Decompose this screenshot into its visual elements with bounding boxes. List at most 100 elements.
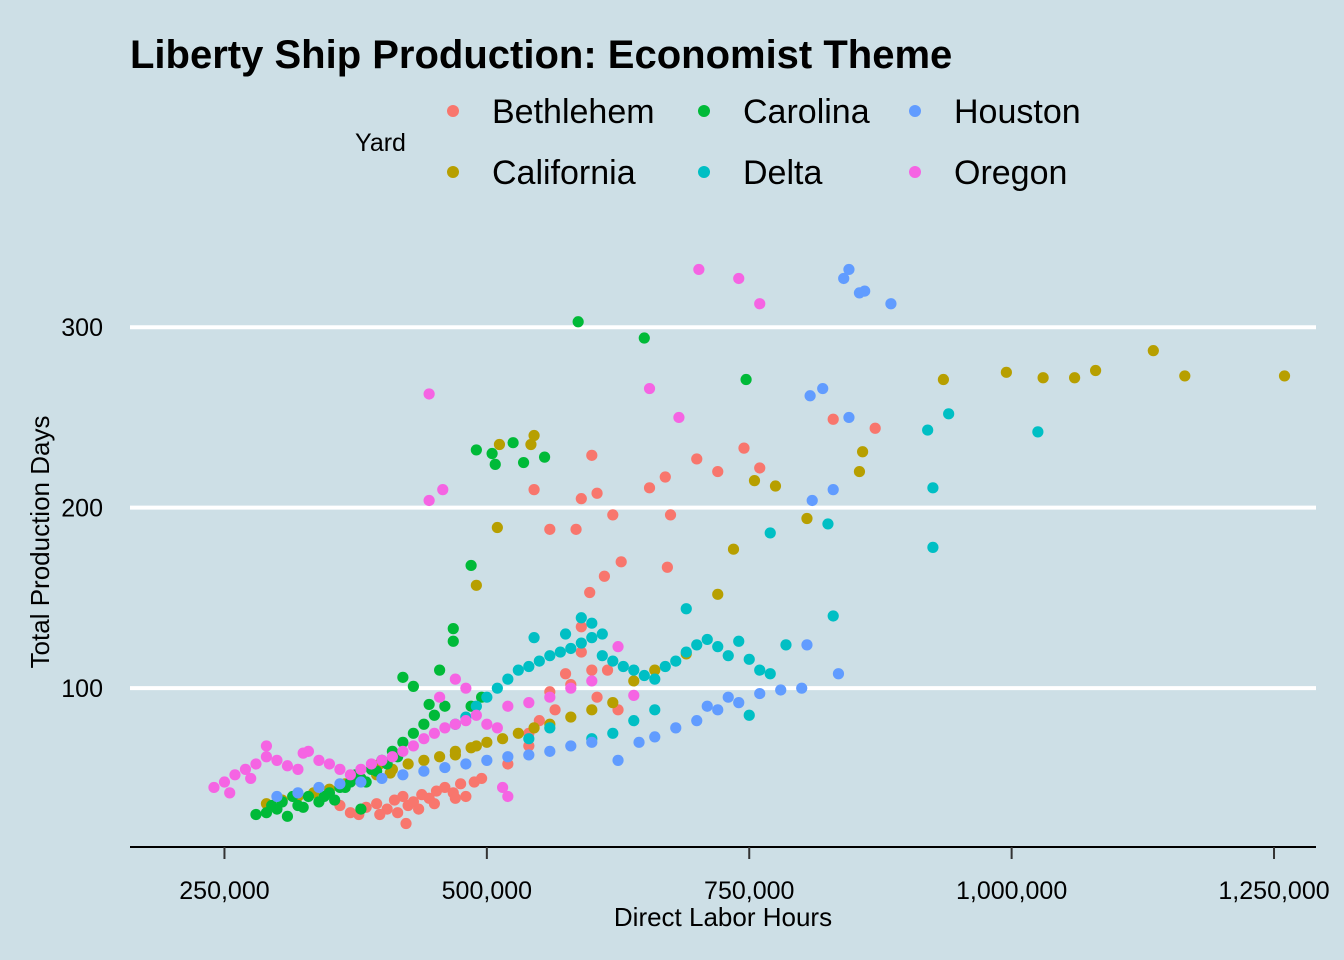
legend-marker [698, 105, 710, 117]
legend-label: Houston [954, 93, 1081, 131]
data-point [701, 700, 713, 712]
data-point [712, 704, 724, 716]
data-point [628, 664, 640, 676]
data-point [512, 727, 524, 739]
data-point [496, 781, 509, 794]
data-point [481, 754, 493, 766]
data-point [1089, 364, 1102, 377]
data-point [1000, 366, 1012, 378]
data-point [523, 660, 535, 673]
y-tick-label: 200 [61, 495, 103, 523]
data-point [670, 722, 682, 734]
data-point [733, 697, 745, 709]
data-point [281, 760, 294, 772]
data-point [643, 382, 656, 395]
data-point [428, 727, 440, 739]
data-point [649, 664, 661, 676]
series-carolina [250, 316, 752, 822]
data-point [271, 754, 283, 766]
data-point [460, 682, 472, 694]
legend-title: Yard [355, 129, 406, 157]
data-point [607, 655, 619, 667]
data-point [334, 763, 346, 775]
data-point [544, 523, 556, 535]
data-point [885, 298, 897, 310]
data-point [439, 781, 451, 794]
data-point [538, 451, 551, 463]
data-point [481, 718, 493, 730]
data-point [661, 561, 673, 573]
data-point [439, 700, 451, 712]
data-point [397, 790, 409, 803]
gridlines [130, 325, 1316, 691]
data-point [281, 810, 294, 822]
data-point [437, 484, 449, 496]
series-california [260, 345, 1291, 810]
legend-item-california: California [447, 154, 636, 192]
data-point [334, 778, 346, 790]
data-point [208, 781, 220, 794]
x-tick-label: 1,000,000 [956, 877, 1067, 905]
data-point [607, 509, 619, 521]
data-point [712, 641, 724, 653]
data-point [528, 722, 540, 734]
data-point [355, 803, 367, 815]
data-point [449, 749, 461, 761]
data-point [470, 579, 482, 591]
data-point [575, 621, 587, 633]
data-point [827, 484, 839, 496]
data-point [449, 718, 461, 730]
y-axis-title: Total Production Days [25, 416, 55, 669]
data-point [323, 758, 336, 770]
data-point [297, 747, 309, 759]
data-point [434, 664, 446, 676]
data-point [512, 664, 524, 676]
data-point [523, 749, 535, 761]
x-axis-title: Direct Labor Hours [614, 902, 832, 932]
data-point [649, 673, 661, 685]
data-point [491, 682, 503, 694]
data-points [208, 263, 1291, 830]
data-point [250, 808, 262, 821]
y-tick-label: 300 [61, 314, 103, 342]
data-point [449, 792, 461, 804]
data-point [413, 803, 425, 815]
data-point [754, 687, 766, 700]
data-point [434, 691, 446, 703]
data-point [430, 785, 443, 797]
data-point [754, 664, 766, 676]
data-point [554, 646, 566, 658]
data-point [418, 754, 430, 766]
data-point [598, 570, 611, 582]
y-axis-ticks: 100 200 300 [61, 314, 103, 703]
data-point [764, 668, 776, 680]
data-point [493, 438, 506, 451]
data-point [489, 458, 501, 470]
data-point [733, 635, 745, 647]
data-point [449, 673, 461, 685]
data-point [266, 799, 278, 812]
data-point [691, 715, 703, 727]
data-point [418, 733, 430, 745]
x-tick-label: 250,000 [179, 877, 269, 905]
legend-item-delta: Delta [698, 154, 822, 192]
data-point [559, 668, 572, 680]
data-point [525, 438, 537, 451]
data-point [481, 691, 493, 703]
data-point [407, 727, 419, 739]
data-point [617, 660, 629, 673]
data-point [544, 722, 556, 734]
data-point [586, 617, 598, 629]
data-point [853, 465, 866, 478]
data-point [586, 704, 598, 716]
data-point [439, 761, 451, 774]
legend-label: California [492, 154, 636, 192]
x-axis-ticks: 250,000 500,000 750,000 1,000,000 1,250,000 [179, 847, 1330, 905]
data-point [922, 424, 934, 436]
data-point [481, 736, 493, 748]
data-point [470, 709, 482, 721]
data-point [565, 711, 577, 723]
data-point [423, 494, 435, 507]
data-point [1037, 372, 1049, 384]
